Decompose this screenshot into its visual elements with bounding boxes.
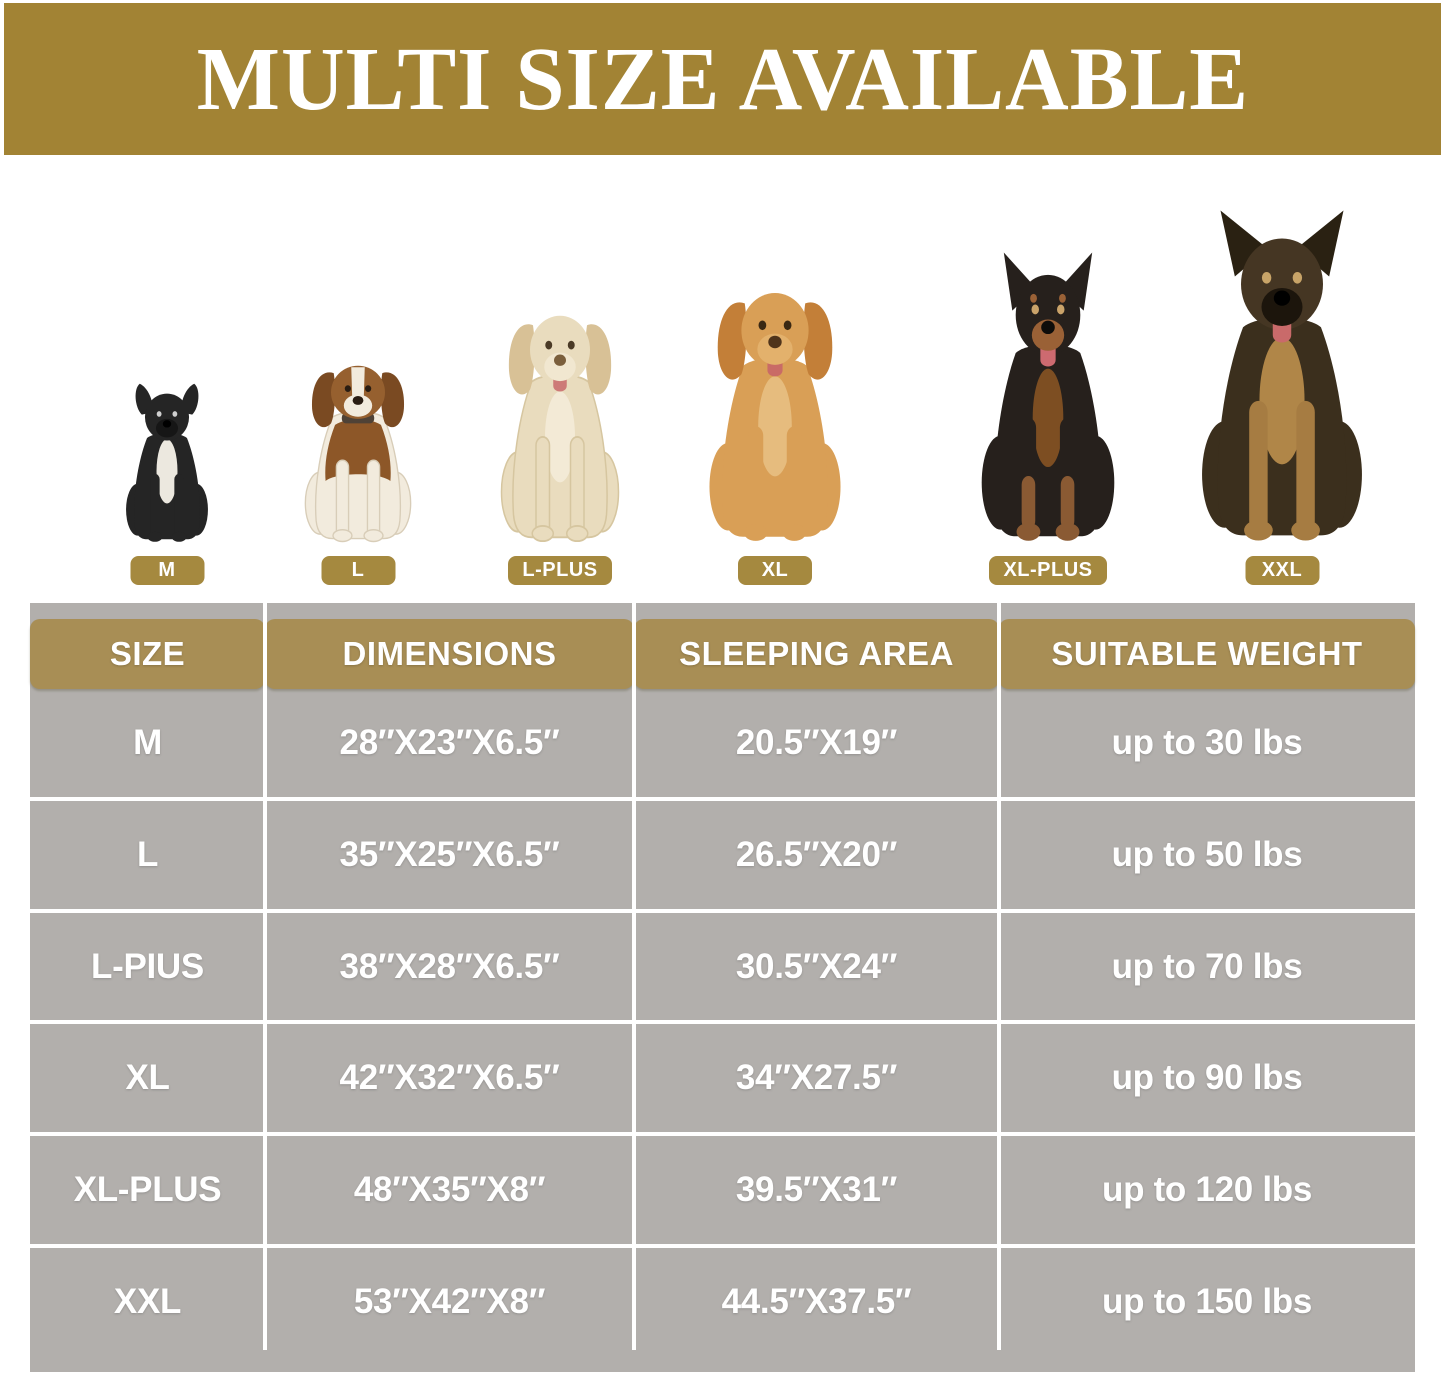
cell-sleeping-area: 30.5″X24″ bbox=[735, 946, 898, 986]
doberman-image bbox=[981, 252, 1115, 541]
beagle-image bbox=[304, 365, 412, 543]
size-tag-l: L bbox=[321, 556, 395, 585]
column-divider bbox=[997, 603, 1001, 1350]
size-chart-table: SIZE DIMENSIONS SLEEPING AREA SUITABLE W… bbox=[30, 603, 1415, 1372]
cell-suitable-weight: up to 90 lbs bbox=[1111, 1058, 1303, 1098]
table-body: M 28″X23″X6.5″ 20.5″X19″ up to 30 lbs L … bbox=[30, 689, 1415, 1356]
size-tag-m: M bbox=[130, 556, 204, 585]
size-tag-xl-plus: XL-PLUS bbox=[989, 556, 1107, 585]
header-suitable-weight: SUITABLE WEIGHT bbox=[999, 619, 1415, 689]
header-size: SIZE bbox=[30, 619, 265, 689]
cell-size: L bbox=[136, 834, 159, 874]
table-row: L 35″X25″X6.5″ 26.5″X20″ up to 50 lbs bbox=[30, 796, 1415, 909]
cell-dimensions: 35″X25″X6.5″ bbox=[339, 834, 560, 874]
cell-sleeping-area: 34″X27.5″ bbox=[735, 1058, 898, 1098]
cell-dimensions: 38″X28″X6.5″ bbox=[339, 946, 560, 986]
dog-size-lineup: M L bbox=[0, 155, 1445, 603]
cell-size: L-PIUS bbox=[91, 946, 204, 986]
dog-column-xl-plus: XL-PLUS bbox=[963, 248, 1133, 585]
cell-dimensions: 53″X42″X8″ bbox=[353, 1282, 546, 1322]
cell-dimensions: 48″X35″X8″ bbox=[353, 1170, 546, 1210]
cell-dimensions: 28″X23″X6.5″ bbox=[339, 722, 560, 762]
dog-column-m: M bbox=[115, 380, 220, 585]
page-title: MULTI SIZE AVAILABLE bbox=[196, 29, 1249, 129]
cell-size: XXL bbox=[113, 1282, 182, 1322]
cell-sleeping-area: 20.5″X19″ bbox=[735, 722, 898, 762]
size-tag-xxl: XXL bbox=[1245, 556, 1319, 585]
dog-column-l-plus: L-PLUS bbox=[485, 293, 635, 585]
cell-sleeping-area: 39.5″X31″ bbox=[735, 1170, 898, 1210]
table-row: M 28″X23″X6.5″ 20.5″X19″ up to 30 lbs bbox=[30, 689, 1415, 797]
cell-size: M bbox=[133, 722, 162, 762]
header-sleeping-area: SLEEPING AREA bbox=[634, 619, 999, 689]
size-tag-l-plus: L-PLUS bbox=[508, 556, 612, 585]
cell-suitable-weight: up to 120 lbs bbox=[1101, 1170, 1313, 1210]
cell-size: XL-PLUS bbox=[73, 1170, 222, 1210]
table-row: XXL 53″X42″X8″ 44.5″X37.5″ up to 150 lbs bbox=[30, 1244, 1415, 1356]
cell-suitable-weight: up to 70 lbs bbox=[1111, 946, 1303, 986]
cream-golden-retriever-image bbox=[500, 315, 620, 543]
column-divider bbox=[263, 603, 267, 1350]
header-dimensions: DIMENSIONS bbox=[265, 619, 634, 689]
cell-suitable-weight: up to 30 lbs bbox=[1111, 722, 1303, 762]
table-row: XL 42″X32″X6.5″ 34″X27.5″ up to 90 lbs bbox=[30, 1020, 1415, 1132]
cell-sleeping-area: 26.5″X20″ bbox=[735, 834, 898, 874]
dog-column-l: L bbox=[291, 348, 426, 585]
dog-column-xl: XL bbox=[691, 268, 859, 585]
size-tag-xl: XL bbox=[738, 556, 812, 585]
column-divider bbox=[632, 603, 636, 1350]
german-shepherd-image bbox=[1202, 210, 1362, 541]
cell-suitable-weight: up to 50 lbs bbox=[1111, 834, 1303, 874]
cell-suitable-weight: up to 150 lbs bbox=[1101, 1282, 1313, 1322]
cell-sleeping-area: 44.5″X37.5″ bbox=[721, 1282, 912, 1322]
dog-column-xxl: XXL bbox=[1180, 208, 1385, 585]
golden-retriever-image bbox=[709, 293, 841, 541]
cell-size: XL bbox=[125, 1058, 170, 1098]
cell-dimensions: 42″X32″X6.5″ bbox=[339, 1058, 560, 1098]
table-header-row: SIZE DIMENSIONS SLEEPING AREA SUITABLE W… bbox=[30, 619, 1415, 689]
french-bulldog-image bbox=[126, 383, 208, 542]
title-banner: MULTI SIZE AVAILABLE bbox=[4, 3, 1441, 155]
table-row: L-PIUS 38″X28″X6.5″ 30.5″X24″ up to 70 l… bbox=[30, 908, 1415, 1021]
table-row: XL-PLUS 48″X35″X8″ 39.5″X31″ up to 120 l… bbox=[30, 1132, 1415, 1244]
